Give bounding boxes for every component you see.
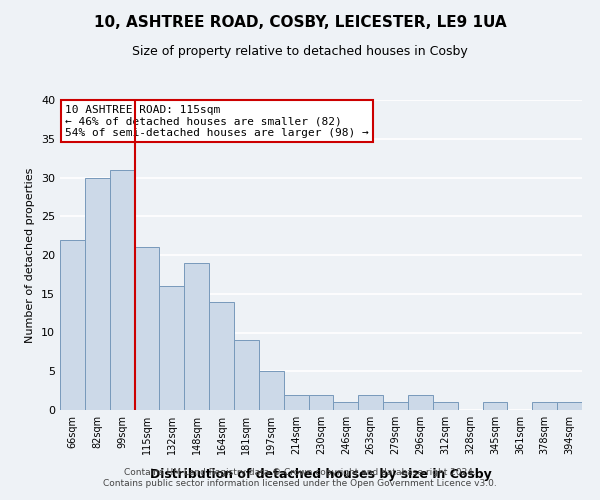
Bar [85, 178, 110, 410]
Text: Contains HM Land Registry data © Crown copyright and database right 2024.
Contai: Contains HM Land Registry data © Crown c… [103, 468, 497, 487]
Bar [433, 402, 458, 410]
Y-axis label: Number of detached properties: Number of detached properties [25, 168, 35, 342]
Bar [482, 402, 508, 410]
Bar [284, 394, 308, 410]
Bar [160, 286, 184, 410]
Bar [532, 402, 557, 410]
Bar [209, 302, 234, 410]
Bar [358, 394, 383, 410]
Bar [184, 263, 209, 410]
Bar [110, 170, 134, 410]
Text: 10, ASHTREE ROAD, COSBY, LEICESTER, LE9 1UA: 10, ASHTREE ROAD, COSBY, LEICESTER, LE9 … [94, 15, 506, 30]
Bar [134, 247, 160, 410]
Bar [60, 240, 85, 410]
X-axis label: Distribution of detached houses by size in Cosby: Distribution of detached houses by size … [150, 468, 492, 481]
Text: Size of property relative to detached houses in Cosby: Size of property relative to detached ho… [132, 45, 468, 58]
Bar [334, 402, 358, 410]
Bar [308, 394, 334, 410]
Bar [234, 340, 259, 410]
Bar [557, 402, 582, 410]
Bar [259, 371, 284, 410]
Bar [383, 402, 408, 410]
Text: 10 ASHTREE ROAD: 115sqm
← 46% of detached houses are smaller (82)
54% of semi-de: 10 ASHTREE ROAD: 115sqm ← 46% of detache… [65, 104, 369, 138]
Bar [408, 394, 433, 410]
